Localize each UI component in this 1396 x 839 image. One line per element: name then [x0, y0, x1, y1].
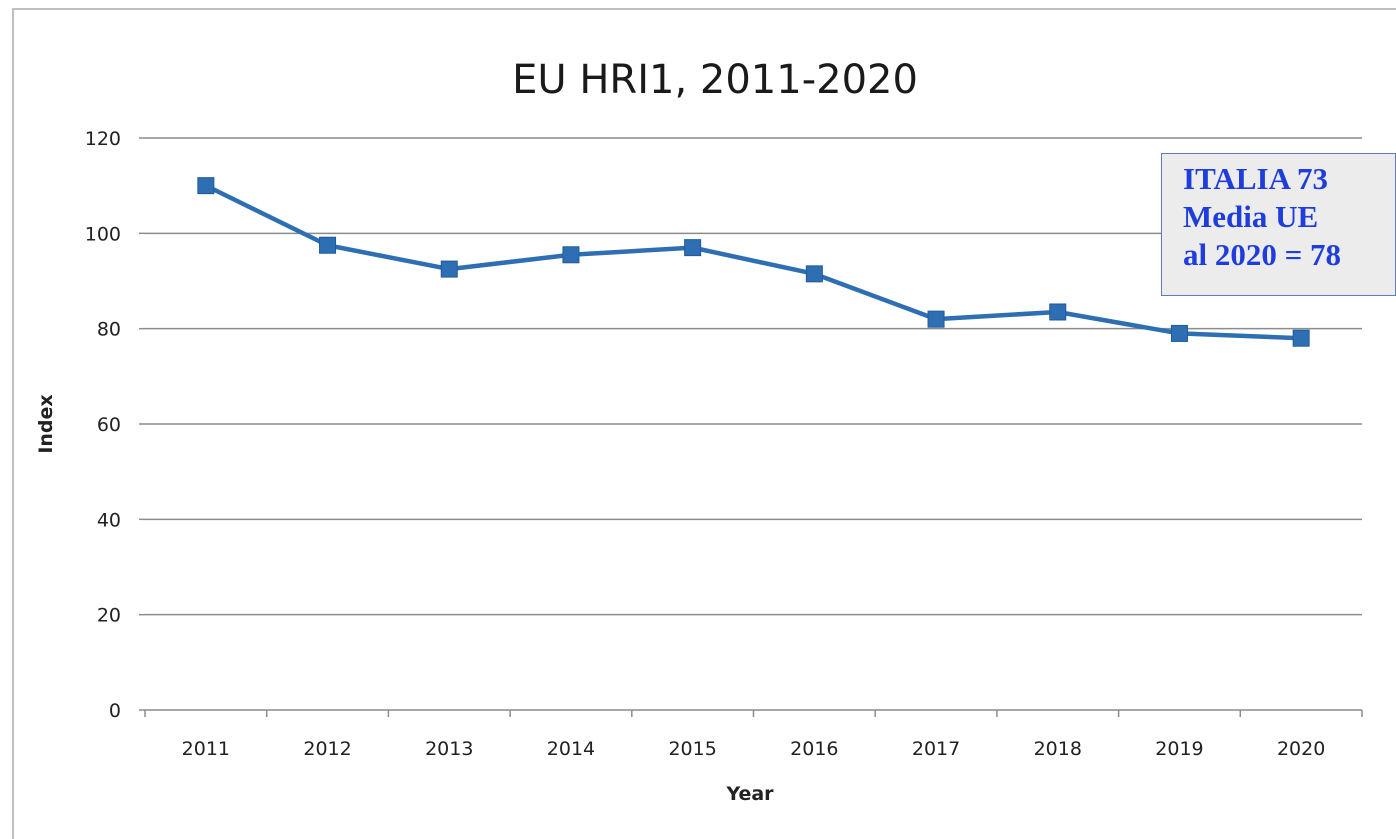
- data-point-2011: [197, 177, 215, 195]
- chart-title: EU HRI1, 2011-2020: [512, 57, 918, 103]
- x-tick-2020: 2020: [1277, 738, 1325, 760]
- data-point-2013: [440, 260, 458, 278]
- axes: [139, 137, 1363, 717]
- annotation-box: ITALIA 73 Media UE al 2020 = 78: [1161, 153, 1396, 296]
- y-tick-labels: 0 20 40 60 80 100 120: [85, 128, 121, 722]
- data-point-2014: [562, 246, 580, 264]
- data-point-2018: [1049, 303, 1067, 321]
- y-tick-100: 100: [85, 223, 121, 245]
- data-point-2012: [319, 236, 337, 254]
- y-tick-120: 120: [85, 128, 121, 150]
- series-group: [197, 177, 1310, 347]
- series-line-0: [204, 183, 1302, 341]
- data-point-2020: [1292, 329, 1310, 347]
- annotation-line-1: ITALIA 73: [1183, 161, 1328, 196]
- x-tick-2019: 2019: [1155, 738, 1203, 760]
- y-axis-label: Index: [35, 394, 57, 453]
- x-tick-2016: 2016: [790, 738, 838, 760]
- data-point-2017: [927, 310, 945, 328]
- annotation-line-2: Media UE: [1183, 199, 1319, 234]
- x-tick-labels: 2011 2012 2013 2014 2015 2016 2017 2018 2019 2020: [182, 738, 1326, 760]
- y-tick-0: 0: [109, 700, 121, 722]
- data-point-2016: [805, 265, 823, 283]
- x-tick-2017: 2017: [912, 738, 960, 760]
- y-tick-20: 20: [97, 605, 121, 627]
- annotation-line-3: al 2020 = 78: [1183, 237, 1342, 272]
- x-tick-2018: 2018: [1034, 738, 1082, 760]
- x-tick-2014: 2014: [547, 738, 595, 760]
- x-tick-2012: 2012: [303, 738, 351, 760]
- data-point-2015: [684, 239, 702, 257]
- x-axis-label: Year: [725, 783, 774, 805]
- x-tick-2013: 2013: [425, 738, 473, 760]
- gridlines: [145, 137, 1362, 616]
- y-tick-40: 40: [97, 509, 121, 531]
- y-tick-80: 80: [97, 319, 121, 341]
- x-tick-2015: 2015: [668, 738, 716, 760]
- data-point-2019: [1170, 324, 1188, 342]
- x-tick-2011: 2011: [182, 738, 230, 760]
- y-tick-60: 60: [97, 414, 121, 436]
